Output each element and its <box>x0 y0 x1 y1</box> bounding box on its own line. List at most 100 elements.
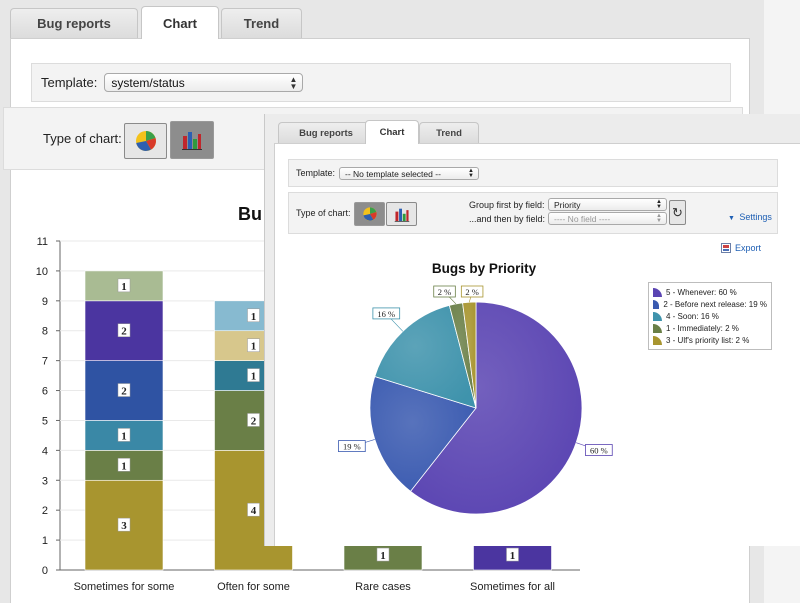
y-tick-label: 9 <box>42 296 48 308</box>
export-link[interactable]: Export <box>721 243 761 253</box>
legend-swatch <box>653 335 662 345</box>
front-window: Bug reports Chart Trend Template: -- No … <box>264 114 800 546</box>
y-tick-label: 5 <box>42 415 48 427</box>
select-arrows-icon: ▲ ▼ <box>468 167 474 179</box>
select-arrows-icon: ▲ ▼ <box>656 198 662 210</box>
settings-link[interactable]: ▼ Settings <box>728 207 772 225</box>
back-tab-bar: Bug reports Chart Trend <box>0 0 764 39</box>
front-tab-trend[interactable]: Trend <box>419 122 479 143</box>
pie-slice <box>374 304 477 409</box>
bar-data-label-box <box>247 368 260 382</box>
bar-data-label: 1 <box>251 311 257 323</box>
y-tick-label: 10 <box>36 266 48 278</box>
refresh-button[interactable]: ↻ <box>669 200 686 225</box>
bar-data-label: 1 <box>121 281 127 293</box>
legend-label: 3 - Ulf's priority list: 2 % <box>666 335 750 345</box>
front-template-select-value: -- No template selected -- <box>345 168 441 179</box>
pie-legend: 5 - Whenever: 60 % 2 - Before next releas… <box>648 282 772 350</box>
legend-item: 5 - Whenever: 60 % <box>653 286 767 298</box>
y-tick-label: 4 <box>42 445 48 457</box>
chart-type-label: Type of chart: <box>43 131 122 146</box>
then-by-value: ---- No field ---- <box>554 213 611 224</box>
pie-data-label-box <box>585 444 613 456</box>
front-tab-chart[interactable]: Chart <box>365 120 419 144</box>
bar-data-label-box <box>247 502 260 517</box>
bar-data-label-box <box>117 278 131 293</box>
tab-bug-reports[interactable]: Bug reports <box>10 8 138 38</box>
template-label: Template: <box>41 75 98 90</box>
pie-chart-title: Bugs by Priority <box>431 261 537 276</box>
y-tick-label: 6 <box>42 386 48 398</box>
pie-slice <box>462 301 477 409</box>
front-chart-type-label: Type of chart: <box>296 208 351 218</box>
legend-swatch <box>653 287 662 297</box>
then-by-label: ...and then by field: <box>469 214 546 224</box>
group-first-label: Group first by field: <box>469 200 545 210</box>
y-tick-label: 8 <box>42 326 48 338</box>
settings-label: Settings <box>739 212 772 222</box>
select-arrows-icon: ▲ ▼ <box>656 212 662 224</box>
bar-chart-icon <box>394 208 409 222</box>
bar-data-label-box <box>247 338 260 352</box>
legend-item: 3 - Ulf's priority list: 2 % <box>653 334 767 346</box>
front-pie-chart-button[interactable] <box>354 202 385 226</box>
pie-slice <box>369 376 477 492</box>
bar-data-label: 2 <box>251 415 257 427</box>
pie-chart-icon <box>135 131 156 151</box>
front-template-select[interactable]: -- No template selected -- ▲ ▼ <box>339 167 479 180</box>
bar-data-label: 2 <box>121 326 127 338</box>
legend-item: 1 - Immediately: 2 % <box>653 322 767 334</box>
y-tick-label: 11 <box>37 236 48 248</box>
front-bar-chart-button[interactable] <box>386 202 417 226</box>
pie-data-label: 2 % <box>465 287 478 297</box>
bar-data-label: 4 <box>251 505 257 517</box>
bar-data-label-box <box>117 517 131 532</box>
bar-data-label: 1 <box>121 460 127 472</box>
bar-data-label-box <box>376 547 390 562</box>
pie-data-label-box <box>338 440 366 452</box>
legend-item: 2 - Before next release: 19 % <box>653 298 767 310</box>
bar-data-label-box <box>117 458 131 472</box>
bar-chart-button[interactable] <box>170 121 214 159</box>
refresh-icon: ↻ <box>672 204 683 220</box>
then-by-select[interactable]: ---- No field ---- ▲ ▼ <box>548 212 667 225</box>
bar-data-label: 1 <box>251 371 257 383</box>
pie-data-label-box <box>433 285 456 298</box>
template-row: Template: system/status ▲ ▼ <box>31 63 731 102</box>
bar-data-label: 2 <box>121 386 127 398</box>
front-template-label: Template: <box>296 168 336 178</box>
bar-data-label: 1 <box>380 550 386 562</box>
y-tick-label: 0 <box>42 565 48 577</box>
pie-data-label-box <box>460 285 484 298</box>
template-select-value: system/status <box>111 75 185 90</box>
group-first-value: Priority <box>554 199 581 210</box>
front-chart-panel: Template: -- No template selected -- ▲ ▼ … <box>274 143 800 546</box>
x-category-label: Rare cases <box>355 581 411 593</box>
bar-data-label: 1 <box>510 550 516 562</box>
bar-data-label-box <box>117 323 131 337</box>
legend-label: 5 - Whenever: 60 % <box>666 287 737 297</box>
bar-data-label-box <box>117 428 131 442</box>
bar-chart-title: Bu <box>238 204 262 224</box>
y-tick-label: 3 <box>42 475 48 487</box>
front-tab-bug-reports[interactable]: Bug reports <box>278 122 374 143</box>
y-tick-label: 2 <box>42 505 48 517</box>
legend-swatch <box>653 311 662 321</box>
tab-chart[interactable]: Chart <box>141 6 219 39</box>
legend-label: 2 - Before next release: 19 % <box>663 299 767 309</box>
pie-data-label: 60 % <box>590 446 608 456</box>
bar-data-label-box <box>117 383 131 397</box>
bar-chart-icon <box>182 132 202 150</box>
x-category-label: Sometimes for some <box>74 581 175 593</box>
caret-down-icon: ▼ <box>728 215 735 222</box>
tab-trend[interactable]: Trend <box>221 8 302 38</box>
pie-chart-button[interactable] <box>124 123 167 159</box>
legend-swatch <box>653 323 662 333</box>
template-select[interactable]: system/status ▲ ▼ <box>104 73 304 92</box>
group-first-select[interactable]: Priority ▲ ▼ <box>548 198 667 211</box>
pie-data-label: 16 % <box>377 309 395 319</box>
y-tick-label: 7 <box>42 356 48 368</box>
bar-data-label-box <box>506 547 519 562</box>
legend-label: 1 - Immediately: 2 % <box>666 323 739 333</box>
